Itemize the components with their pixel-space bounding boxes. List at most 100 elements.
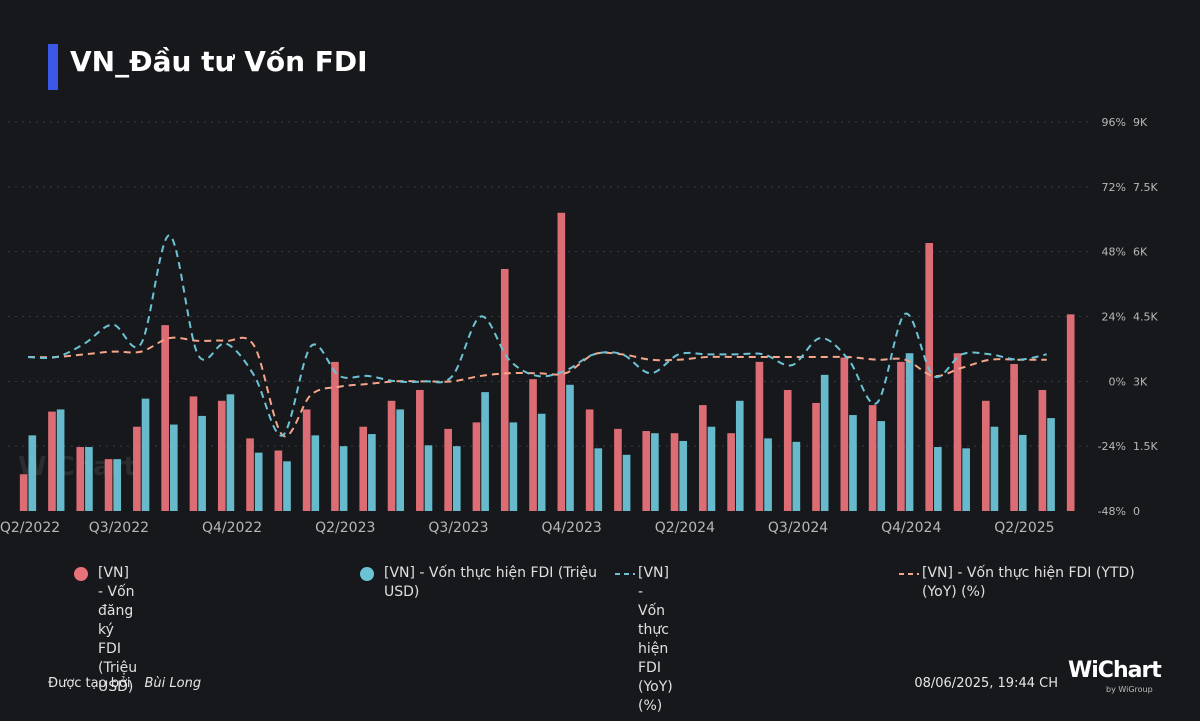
x-tick-label: Q3/2022 [89,520,149,536]
bar-registered [953,353,962,511]
y-right-tick-label: 7.5K [1133,181,1158,194]
bar-implemented [1047,418,1055,511]
bar-implemented [141,398,150,511]
chart: -48% 0 -24% 1.5K 0% 3K 24% 4.5K 48% 6K 72% 7.5K 96% 9… [0,116,1158,536]
bar-registered [19,474,28,511]
bar-registered [557,212,566,511]
bar-registered [217,400,226,511]
line-yoy [27,234,1047,437]
bar-registered [699,405,707,511]
x-tick-label: Q4/2022 [202,520,262,536]
bar-registered [331,361,339,511]
bar-registered [840,357,849,511]
footer-credit: Được tạo bởi Bùi Long [48,676,201,691]
bar-implemented [707,426,716,511]
bar-implemented [537,413,546,511]
created-by-label: Được tạo bởi [48,676,131,691]
legend-ytd-label: [VN] - Vốn thực hiện FDI (YTD) (YoY) (%) [922,565,1135,600]
y-left-tick-label: -24% [1098,440,1126,453]
bar-registered [359,426,368,511]
bar-registered [812,402,820,511]
bar-implemented [311,435,320,511]
bar-implemented [396,409,405,511]
bar-registered [189,396,198,511]
bar-implemented [679,440,687,511]
bar-implemented [368,434,376,511]
bar-implemented [254,452,263,511]
bar-registered [274,450,283,511]
bar-registered [1010,364,1018,511]
bar-implemented [594,448,603,511]
y-left-tick-label: -48% [1098,505,1126,518]
bar-implemented [622,454,631,511]
bar-registered [104,459,113,511]
logo-subtext: by WiGroup [1106,685,1153,694]
bar-implemented [651,433,659,511]
legend-implemented-label: [VN] - Vốn thực hiện FDI (Triệu USD) [384,565,597,600]
bar-registered [444,428,452,511]
y-right-tick-label: 9K [1133,116,1148,129]
legend-registered-swatch [74,567,88,581]
legend-ytd-swatch [899,573,919,575]
bar-implemented [735,400,744,511]
x-tick-label: Q4/2024 [881,520,941,536]
bar-implemented [509,422,518,511]
bar-implemented [169,424,178,511]
bar-registered [161,325,169,511]
legend-implemented-swatch [360,567,374,581]
bar-registered [585,409,594,511]
bar-registered [48,411,56,511]
bar-registered [897,361,905,511]
x-tick-label: Q2/2024 [655,520,715,536]
bar-registered [981,400,990,511]
x-tick-label: Q2/2022 [0,520,60,536]
x-tick-label: Q2/2025 [994,520,1054,536]
bar-registered [755,361,764,511]
bar-registered [133,426,141,511]
x-tick-label: Q3/2024 [768,520,828,536]
bar-registered [670,433,679,511]
bar-implemented [877,421,886,511]
bar-registered [925,243,934,511]
bar-registered [529,379,537,511]
line-ytd-yoy [27,336,1047,438]
bar-implemented [764,438,772,511]
bar-implemented [283,461,291,511]
legend-registered-label: [VN] - Vốn đăng ký FDI (Triệu USD) [98,565,138,695]
x-tick-label: Q2/2023 [315,520,375,536]
footer-timestamp: 08/06/2025, 19:44 CH [914,676,1058,691]
bar-implemented [56,409,65,511]
bar-implemented [792,441,801,511]
bar-registered [76,447,85,511]
bar-implemented [113,459,122,511]
bar-implemented [566,384,574,511]
bar-implemented [962,448,970,511]
y-right-tick-label: 6K [1133,246,1148,259]
y-left-tick-label: 0% [1109,375,1126,388]
bar-registered [302,409,311,511]
x-tick-label: Q4/2023 [542,520,602,536]
bar-implemented [849,415,857,511]
bar-registered [387,400,396,511]
logo-text: WiChart [1068,658,1162,683]
bar-implemented [934,447,942,511]
bar-implemented [226,394,235,511]
bar-implemented [820,374,829,511]
x-tick-label: Q3/2023 [428,520,488,536]
bar-implemented [1018,434,1027,511]
bar-implemented [990,426,999,511]
y-left-tick-label: 96% [1102,116,1126,129]
bar-registered [642,431,651,511]
bar-implemented [424,445,433,511]
y-left-tick-label: 72% [1102,181,1126,194]
bar-implemented [198,415,206,511]
y-right-tick-label: 3K [1133,375,1148,388]
wichart-logo[interactable]: WiChart by WiGroup [1068,658,1162,694]
y-right-tick-label: 1.5K [1133,440,1158,453]
author-name: Bùi Long [144,676,202,691]
bar-implemented [339,446,348,511]
bar-registered [500,268,509,511]
bar-registered [416,389,424,511]
y-left-tick-label: 24% [1102,311,1126,324]
bar-registered [472,422,481,511]
